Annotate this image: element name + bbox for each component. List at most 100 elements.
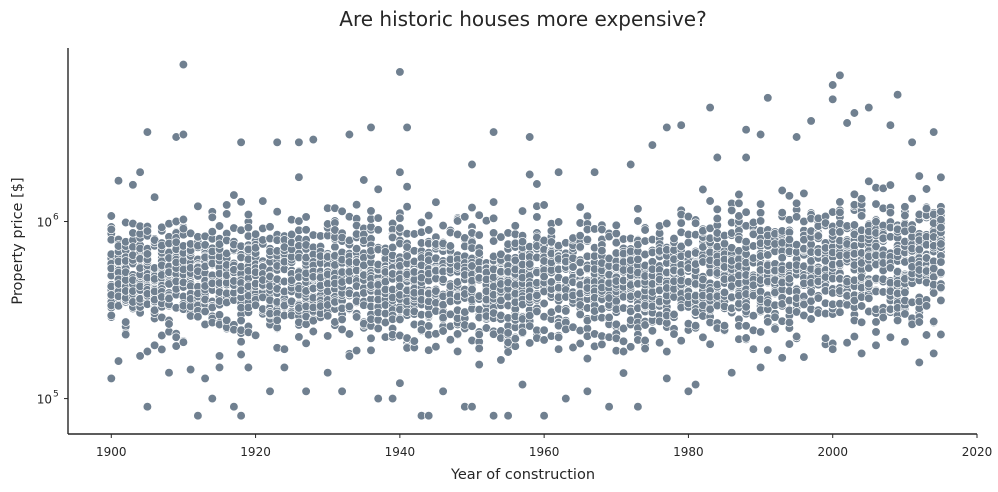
data-point — [604, 402, 614, 412]
data-point — [734, 211, 744, 221]
data-point — [330, 242, 340, 252]
data-point — [178, 337, 189, 347]
data-point — [431, 342, 441, 352]
data-point — [496, 232, 506, 242]
data-point — [712, 213, 722, 224]
data-point — [856, 301, 867, 311]
data-point — [676, 120, 686, 130]
data-point — [474, 359, 484, 370]
y-tick-exponent: 5 — [53, 390, 59, 400]
data-point — [373, 323, 383, 334]
data-point — [640, 343, 650, 354]
data-point — [582, 386, 593, 396]
data-point — [503, 347, 513, 357]
data-point — [142, 226, 153, 236]
data-point — [777, 208, 787, 218]
data-point — [582, 211, 593, 221]
data-point — [719, 321, 730, 331]
data-point — [395, 223, 405, 233]
data-point — [791, 240, 802, 250]
data-point — [892, 315, 903, 326]
data-point — [662, 122, 672, 133]
data-point — [279, 344, 290, 354]
data-point — [842, 118, 852, 128]
data-point — [416, 325, 427, 335]
data-point — [301, 212, 311, 222]
x-tick-label: 1940 — [385, 445, 416, 459]
data-point — [250, 229, 261, 239]
data-point — [597, 246, 607, 256]
data-point — [654, 338, 665, 348]
data-point — [561, 306, 571, 316]
data-point — [207, 393, 217, 404]
data-point — [128, 180, 138, 190]
data-point — [402, 202, 412, 212]
data-point — [200, 306, 210, 317]
data-point — [395, 67, 405, 77]
data-point — [214, 239, 225, 249]
data-point — [337, 324, 347, 335]
data-point — [936, 257, 946, 267]
data-point — [121, 329, 131, 340]
data-point — [445, 309, 456, 319]
data-point — [496, 295, 506, 306]
data-point — [669, 329, 679, 339]
data-point — [373, 393, 383, 404]
data-point — [236, 411, 246, 421]
data-point — [835, 197, 845, 207]
data-point — [373, 213, 383, 223]
data-point — [243, 209, 254, 220]
data-point — [344, 301, 355, 312]
data-point — [929, 127, 939, 137]
data-point — [452, 216, 463, 226]
data-point — [856, 211, 867, 221]
data-point — [784, 317, 795, 328]
data-point — [265, 222, 275, 232]
data-point — [424, 225, 434, 235]
x-tick-label: 2020 — [962, 445, 993, 459]
data-point — [142, 249, 153, 259]
data-point — [503, 337, 513, 348]
data-point — [640, 335, 650, 346]
data-point — [568, 342, 578, 353]
data-point — [553, 217, 564, 227]
y-tick-exponent: 6 — [53, 213, 59, 223]
data-point — [553, 167, 564, 177]
data-point — [856, 194, 867, 204]
data-point — [676, 241, 686, 252]
data-point — [488, 127, 499, 137]
data-point — [597, 224, 607, 235]
data-point — [157, 344, 167, 355]
data-point — [719, 287, 730, 298]
data-point — [900, 202, 910, 212]
data-point — [936, 215, 946, 225]
data-point — [611, 228, 621, 239]
data-point — [929, 348, 939, 359]
data-point — [229, 402, 239, 412]
data-point — [900, 287, 910, 298]
data-point — [575, 242, 585, 252]
data-point — [222, 200, 232, 210]
data-point — [662, 373, 672, 384]
data-point — [791, 132, 802, 142]
data-point — [279, 362, 290, 373]
data-point — [871, 327, 881, 337]
data-point — [438, 220, 448, 231]
data-point — [243, 222, 254, 233]
data-point — [575, 202, 585, 212]
data-point — [582, 323, 593, 334]
data-point — [135, 351, 145, 361]
data-point — [395, 167, 405, 177]
data-point — [662, 346, 672, 357]
data-point — [690, 321, 701, 331]
data-point — [351, 200, 362, 210]
data-point — [777, 353, 787, 363]
data-point — [799, 188, 809, 199]
data-point — [835, 207, 845, 218]
data-point — [900, 309, 910, 319]
data-point — [496, 355, 506, 365]
data-point — [171, 237, 181, 247]
data-point — [828, 80, 838, 90]
data-point — [575, 338, 585, 349]
